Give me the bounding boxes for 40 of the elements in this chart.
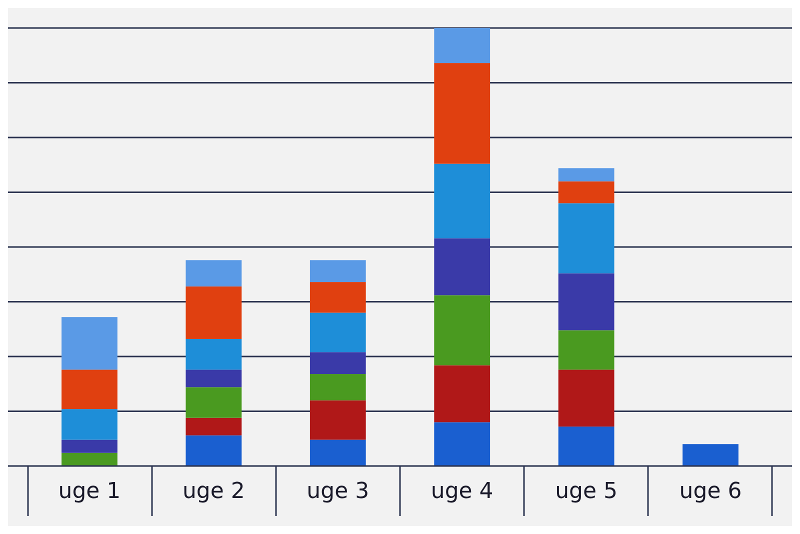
x-tick-label: uge 2 — [182, 479, 245, 504]
bar — [310, 260, 366, 282]
x-tick-label: uge 1 — [58, 479, 121, 504]
bar — [310, 312, 366, 352]
bar — [310, 440, 366, 466]
bar — [310, 400, 366, 440]
bar — [682, 444, 738, 466]
bar — [186, 387, 242, 418]
bar — [558, 181, 614, 204]
bar — [434, 164, 490, 238]
bar — [186, 286, 242, 339]
bar — [434, 238, 490, 296]
bar — [186, 435, 242, 466]
bar — [558, 273, 614, 330]
bar — [310, 352, 366, 374]
bar — [62, 440, 118, 453]
bar — [434, 295, 490, 366]
bar — [62, 409, 118, 440]
bar — [558, 426, 614, 466]
bar — [558, 330, 614, 370]
bar — [186, 418, 242, 436]
bar — [62, 452, 118, 466]
bar — [62, 317, 118, 370]
bar — [558, 168, 614, 182]
bar — [310, 282, 366, 313]
bar — [558, 370, 614, 427]
x-tick-label: uge 3 — [306, 479, 370, 504]
bar — [186, 338, 242, 370]
bar — [186, 260, 242, 286]
bar — [434, 63, 490, 164]
bar — [434, 422, 490, 466]
x-tick-label: uge 4 — [430, 479, 494, 504]
bar — [434, 365, 490, 422]
x-tick-label: uge 6 — [679, 479, 742, 504]
bar — [434, 28, 490, 64]
bar — [310, 374, 366, 400]
x-tick-label: uge 5 — [555, 479, 618, 504]
bar — [558, 203, 614, 274]
bar — [186, 370, 242, 388]
bar — [62, 370, 118, 410]
